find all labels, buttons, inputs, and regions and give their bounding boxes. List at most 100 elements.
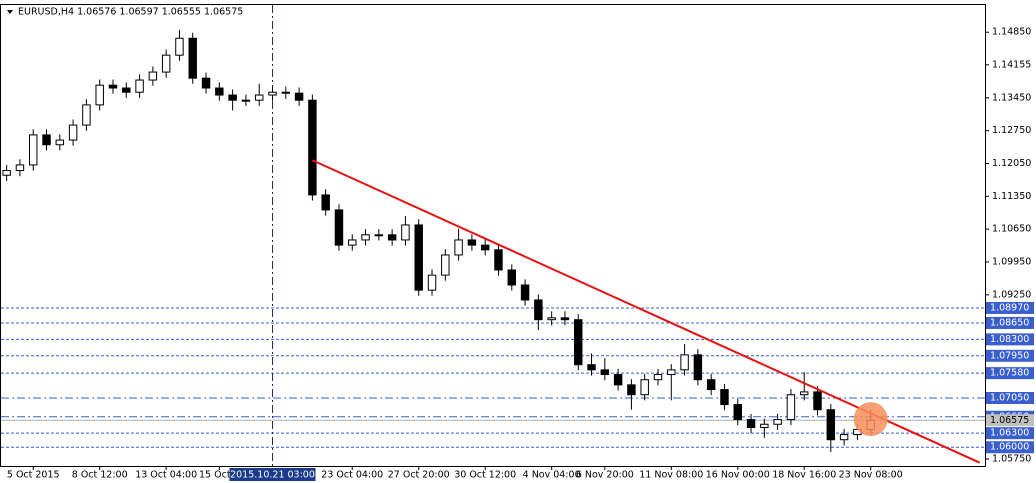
x-tick-label: 23 Oct 04:00 xyxy=(321,470,383,481)
candle-body xyxy=(520,284,530,301)
level-label: 1.06000 xyxy=(990,442,1029,453)
level-label-bg xyxy=(986,301,1034,314)
candle-body xyxy=(693,354,703,381)
x-tick-label: 11 Nov 08:00 xyxy=(639,470,703,481)
x-tick-label: 5 Oct 2015 xyxy=(7,470,60,481)
y-tick-label: 1.11350 xyxy=(992,191,1031,202)
candle-body xyxy=(587,364,596,371)
candle-body xyxy=(786,394,796,421)
candle-body xyxy=(547,317,556,321)
y-tick-label: 1.09950 xyxy=(992,256,1031,267)
level-label-bg xyxy=(986,367,1034,380)
candle-body xyxy=(560,317,570,321)
level-label: 1.08650 xyxy=(990,317,1029,328)
candle-body xyxy=(387,234,397,241)
candle-body xyxy=(813,391,822,411)
candle-body xyxy=(454,239,463,256)
candle-body xyxy=(294,92,304,101)
candle-body xyxy=(68,124,78,141)
candle-body xyxy=(667,369,676,376)
candle-body xyxy=(839,434,849,441)
candle-body xyxy=(480,244,490,251)
candle-body xyxy=(42,134,51,146)
candle-body xyxy=(680,354,689,371)
candle-body xyxy=(15,164,25,172)
candle-body xyxy=(2,170,11,176)
vline-label: 2015.10.21 03:00 xyxy=(230,470,315,481)
x-tick-label: 18 Nov 16:00 xyxy=(772,470,836,481)
highlight-marker xyxy=(853,402,888,437)
x-tick-label: 13 Oct 04:00 xyxy=(135,470,197,481)
candle-body xyxy=(228,94,237,101)
x-tick-label: 27 Oct 20:00 xyxy=(388,470,450,481)
candle-body xyxy=(361,234,370,241)
candle-body xyxy=(281,91,291,94)
plot-frame xyxy=(0,4,986,467)
level-label-bg xyxy=(986,427,1034,440)
level-label-bg xyxy=(986,349,1034,362)
x-tick-label: 6 Nov 20:00 xyxy=(576,470,634,481)
level-label-bg xyxy=(986,391,1034,404)
candle-body xyxy=(348,239,357,246)
y-tick-label: 1.13450 xyxy=(992,92,1031,103)
candle-body xyxy=(401,224,410,241)
x-tick-label: 23 Nov 08:00 xyxy=(839,470,903,481)
candle-body xyxy=(507,269,516,286)
candle-body xyxy=(613,374,623,386)
x-tick-label: 8 Oct 12:00 xyxy=(72,470,128,481)
candle-body xyxy=(534,299,543,321)
current-price-label: 1.06575 xyxy=(990,415,1029,426)
y-tick-label: 1.14155 xyxy=(992,59,1031,70)
x-tick-label: 15 Oct 2 xyxy=(199,470,240,481)
candle-body xyxy=(308,99,317,196)
level-label: 1.07580 xyxy=(990,368,1029,379)
candle-body xyxy=(82,104,91,126)
candle-body xyxy=(268,91,277,96)
candle-body xyxy=(188,37,197,79)
level-label: 1.07050 xyxy=(990,392,1029,403)
level-label-bg xyxy=(986,316,1034,329)
candle-body xyxy=(148,71,158,81)
candle-body xyxy=(441,254,450,276)
candle-body xyxy=(95,84,104,106)
candle-body xyxy=(55,139,65,146)
candle-body xyxy=(826,409,836,441)
candle-body xyxy=(175,37,184,56)
candle-body xyxy=(215,87,224,96)
candle-body xyxy=(108,84,118,89)
current-price-bg xyxy=(986,414,1034,427)
candle-body xyxy=(122,87,131,93)
y-tick-label: 1.12750 xyxy=(992,125,1031,136)
candle-body xyxy=(414,224,423,291)
level-label-bg xyxy=(986,441,1034,454)
y-tick-label: 1.09250 xyxy=(992,289,1031,300)
x-tick-label: 16 Nov 00:00 xyxy=(706,470,770,481)
y-tick-label: 1.05750 xyxy=(992,453,1031,464)
candle-body xyxy=(254,94,264,101)
y-tick-label: 1.14850 xyxy=(992,27,1031,38)
candle-body xyxy=(773,419,782,425)
candle-body xyxy=(799,391,809,396)
x-tick-label: 30 Oct 12:00 xyxy=(454,470,516,481)
x-tick-label: 4 Nov 04:00 xyxy=(523,470,581,481)
menu-arrow xyxy=(7,10,13,14)
candle-body xyxy=(241,99,251,102)
level-label-bg xyxy=(986,333,1034,346)
candle-body xyxy=(374,234,384,237)
y-tick-label: 1.12050 xyxy=(992,158,1031,169)
candle-body xyxy=(135,79,144,93)
level-label: 1.08970 xyxy=(990,302,1029,313)
candle-body xyxy=(427,274,437,291)
candle-body xyxy=(467,239,477,246)
level-label: 1.08300 xyxy=(990,334,1029,345)
candle-body xyxy=(494,249,503,271)
candle-body xyxy=(627,384,636,396)
vline-label-bg xyxy=(229,468,316,481)
candle-body xyxy=(321,194,330,211)
candle-body xyxy=(706,379,716,391)
candle-body xyxy=(574,319,583,366)
candle-body xyxy=(733,404,742,421)
candle-body xyxy=(653,374,663,381)
